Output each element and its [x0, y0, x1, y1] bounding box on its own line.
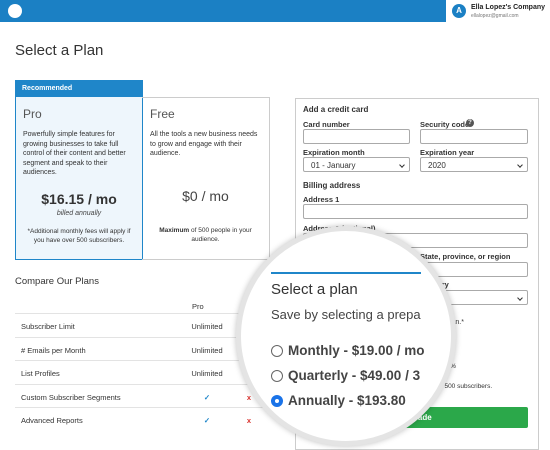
account[interactable]: A Ella Lopez's Company ellalopez@gmail.c…	[446, 0, 550, 22]
form-title: Add a credit card	[303, 105, 369, 114]
month-select[interactable]: 01 - January	[303, 157, 410, 172]
feature-name: Advanced Reports	[21, 416, 83, 425]
column-header: Pro	[192, 302, 204, 311]
radio-label: Monthly - $19.00 / mo	[288, 343, 425, 358]
radio[interactable]	[271, 370, 283, 382]
label: Address 1	[303, 195, 340, 204]
plan-name: Free	[150, 107, 175, 121]
email: ellalopez@gmail.com	[471, 13, 519, 19]
label: Expiration month	[303, 148, 365, 157]
compare-title: Compare Our Plans	[15, 276, 99, 287]
note-text: of 500 people in your audience.	[191, 227, 252, 243]
divider	[271, 272, 421, 274]
label: Expiration year	[420, 148, 475, 157]
radio-label: Quarterly - $49.00 / 3	[288, 368, 421, 383]
note-bold: Maximum	[159, 227, 190, 234]
feature-name: Custom Subscriber Segments	[21, 392, 121, 402]
fragment: over 500 subscribers.	[430, 383, 493, 390]
page-title: Select a Plan	[15, 42, 104, 59]
company: Ella Lopez's Company	[471, 4, 546, 11]
magnifier-subtitle: Save by selecting a prepa	[271, 307, 421, 322]
compare-row: Custom Subscriber Segments ✓ x	[15, 383, 270, 408]
feature-name: # Emails per Month	[21, 345, 86, 355]
pro-card[interactable]: Recommended Pro Powerfully simple featur…	[15, 80, 143, 260]
feature-value: Unlimited	[191, 322, 223, 331]
top-bar: A Ella Lopez's Company ellalopez@gmail.c…	[0, 0, 550, 22]
compare-row: # Emails per Month Unlimited	[15, 336, 270, 361]
feature-value: Unlimited	[191, 369, 223, 378]
free-card[interactable]: Free All the tools a new business needs …	[142, 97, 270, 260]
address1-input[interactable]	[303, 204, 528, 219]
compare-row: Advanced Reports ✓ x	[15, 407, 270, 431]
feature-name: List Profiles	[21, 369, 60, 378]
card-number-input[interactable]	[303, 129, 410, 144]
plan-description: All the tools a new business needs to gr…	[150, 131, 258, 157]
feature-value: ✓	[203, 392, 211, 402]
plan-price: $0 / mo	[182, 188, 229, 204]
plan-price: $16.15 / mo	[41, 191, 117, 207]
radio[interactable]	[271, 395, 283, 407]
compare-row: List Profiles Unlimited	[15, 360, 270, 384]
badge: Recommended	[16, 81, 142, 97]
feature-value: x	[246, 416, 252, 425]
page: A Ella Lopez's Company ellalopez@gmail.c…	[0, 0, 550, 439]
label: Security code	[420, 120, 470, 129]
feature-value: x	[246, 392, 252, 402]
plan-description: Powerfully simple features for growing b…	[23, 131, 126, 176]
label: State, province, or region	[420, 252, 511, 261]
billing: billed annually	[56, 210, 102, 217]
feature-value: ✓	[203, 416, 211, 425]
feature-name: Subscriber Limit	[21, 322, 75, 331]
avatar: A	[452, 4, 466, 18]
plan-note: *Additional monthly fees will apply if y…	[27, 228, 131, 244]
year-select[interactable]: 2020	[420, 157, 528, 172]
magnifier: Select a plan Save by selecting a prepa …	[236, 226, 456, 446]
label: Card number	[303, 120, 350, 129]
plan-note: Maximum of 500 people in your audience.	[150, 226, 261, 244]
radio[interactable]	[271, 345, 283, 357]
section-title: Billing address	[303, 181, 361, 190]
logo[interactable]	[8, 4, 22, 18]
magnifier-title: Select a plan	[271, 281, 358, 298]
security-code-input[interactable]	[420, 129, 528, 144]
radio-label: Annually - $193.80	[288, 393, 406, 408]
feature-value: Unlimited	[191, 345, 223, 355]
compare-row: Subscriber Limit Unlimited	[15, 313, 270, 337]
help-icon[interactable]: ?	[466, 119, 474, 127]
plan-name: Pro	[23, 107, 42, 121]
